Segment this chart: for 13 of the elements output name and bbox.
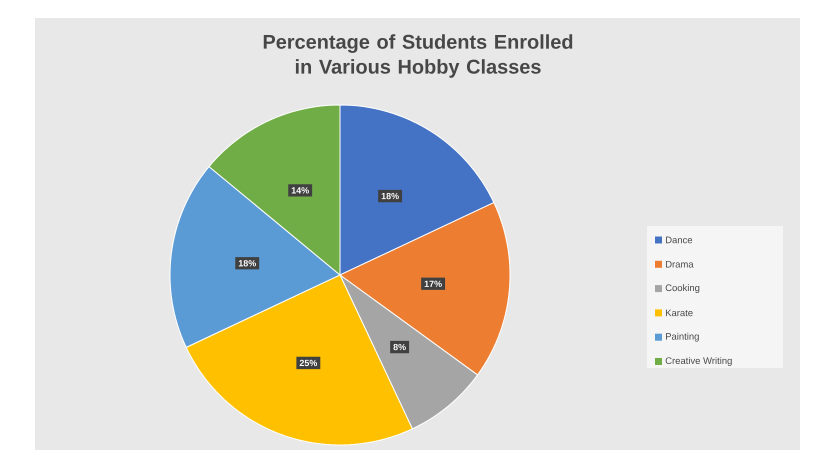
data-label: 14% (292, 187, 309, 194)
data-label: 17% (424, 280, 442, 287)
data-label: 18% (238, 260, 256, 266)
legend-label: Cooking (666, 284, 700, 293)
legend-label: Creative Writing (666, 357, 732, 366)
legend-label: Karate (666, 310, 693, 316)
data-label: 18% (382, 192, 399, 200)
legend-label: Painting (666, 332, 699, 342)
chart-title: Percentage of Students Enrolled in Various Hobby Classes (264, 34, 572, 78)
data-label: 25% (300, 360, 318, 366)
data-label: 8% (393, 344, 406, 350)
legend-label: Drama (666, 260, 694, 268)
legend-label: Dance (666, 236, 692, 244)
